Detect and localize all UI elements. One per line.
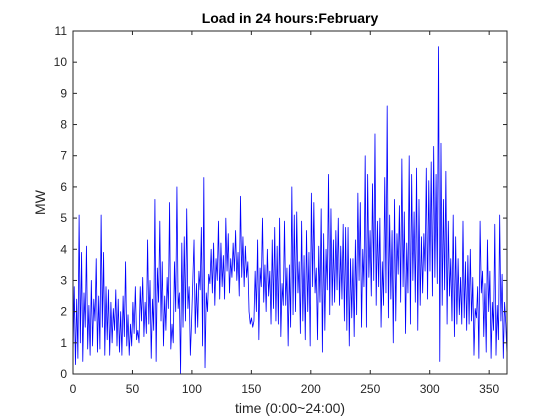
x-tick-label: 300 xyxy=(420,382,440,396)
x-axis-label: time (0:00~24:00) xyxy=(235,400,345,416)
y-tick-label: 4 xyxy=(60,242,67,256)
plot-background xyxy=(73,31,507,374)
y-tick-label: 2 xyxy=(60,305,67,319)
chart-title: Load in 24 hours:February xyxy=(202,10,379,26)
x-tick-label: 250 xyxy=(360,382,380,396)
x-tick-label: 350 xyxy=(479,382,499,396)
x-tick-label: 150 xyxy=(241,382,261,396)
x-tick-label: 100 xyxy=(182,382,202,396)
y-tick-label: 1 xyxy=(60,336,67,350)
y-tick-label: 3 xyxy=(60,273,67,287)
axes-box xyxy=(72,30,508,375)
y-tick-label: 9 xyxy=(60,86,67,100)
y-tick-label: 10 xyxy=(54,55,68,69)
x-tick-label: 200 xyxy=(301,382,321,396)
y-tick-label: 0 xyxy=(60,367,67,381)
plot-area xyxy=(72,30,508,375)
y-axis-ticks: 0 1 2 3 4 5 6 7 8 9 10 11 xyxy=(54,24,507,381)
y-tick-label: 11 xyxy=(55,24,68,38)
y-tick-label: 7 xyxy=(60,149,67,163)
x-tick-label: 50 xyxy=(126,382,140,396)
x-tick-label: 0 xyxy=(70,382,77,396)
y-axis-label: MW xyxy=(32,189,48,215)
y-tick-label: 5 xyxy=(60,211,67,225)
load-series-line xyxy=(72,46,508,375)
y-tick-label: 8 xyxy=(60,118,67,132)
y-tick-label: 6 xyxy=(60,180,67,194)
x-axis-ticks: 0 50 100 150 200 250 300 350 xyxy=(70,31,499,396)
